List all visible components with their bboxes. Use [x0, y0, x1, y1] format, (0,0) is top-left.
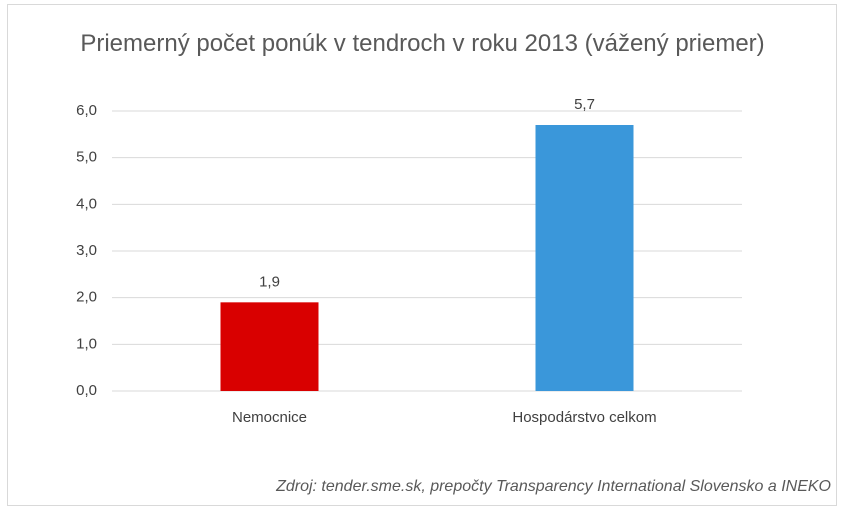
- bar: [535, 125, 634, 391]
- chart-frame: [7, 4, 837, 506]
- y-tick-label: 4,0: [76, 195, 97, 212]
- value-label: 1,9: [259, 273, 280, 290]
- bar: [220, 302, 319, 391]
- chart-title: Priemerný počet ponúk v tendroch v roku …: [80, 30, 765, 57]
- source-note: Zdroj: tender.sme.sk, prepočty Transpare…: [276, 478, 831, 495]
- x-tick-label: Hospodárstvo celkom: [512, 409, 656, 426]
- y-tick-label: 1,0: [76, 335, 97, 352]
- y-tick-label: 0,0: [76, 382, 97, 399]
- y-tick-label: 2,0: [76, 289, 97, 306]
- y-tick-label: 5,0: [76, 149, 97, 166]
- y-tick-label: 3,0: [76, 242, 97, 259]
- value-label: 5,7: [574, 96, 595, 113]
- y-tick-label: 6,0: [76, 102, 97, 119]
- x-tick-label: Nemocnice: [232, 409, 307, 426]
